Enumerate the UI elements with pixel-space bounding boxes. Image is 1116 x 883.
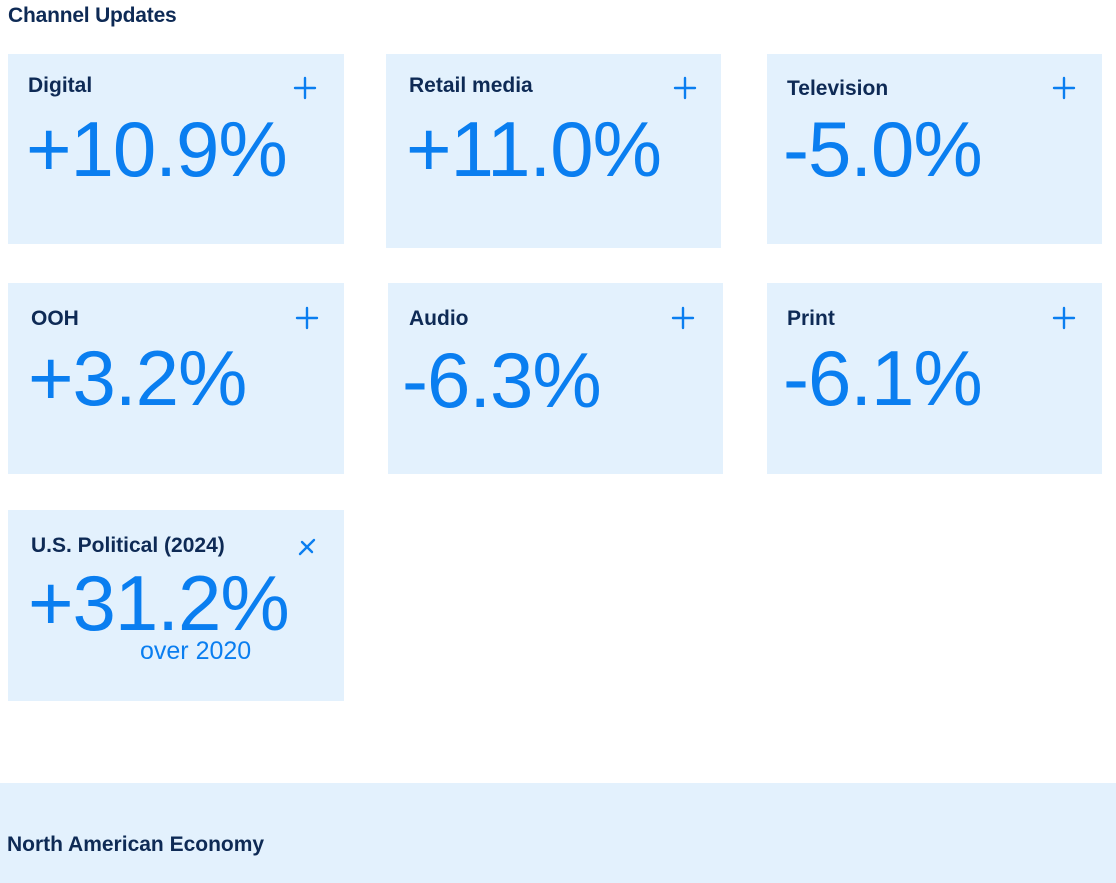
expand-button[interactable] <box>670 305 696 331</box>
card-value: -6.1% <box>783 334 983 422</box>
card-value: -6.3% <box>402 336 602 424</box>
card-subtext: over 2020 <box>140 637 252 665</box>
plus-icon <box>1052 76 1076 100</box>
close-button[interactable] <box>294 534 320 560</box>
card-us-political[interactable]: U.S. Political (2024) +31.2% over 2020 <box>8 510 344 701</box>
plus-icon <box>1052 306 1076 330</box>
card-television[interactable]: Television -5.0% <box>767 54 1102 244</box>
expand-button[interactable] <box>672 75 698 101</box>
section-title: North American Economy <box>7 833 265 856</box>
expand-button[interactable] <box>1051 75 1077 101</box>
plus-icon <box>293 76 317 100</box>
plus-icon <box>295 306 319 330</box>
card-label: Print <box>787 307 835 330</box>
card-digital[interactable]: Digital +10.9% <box>8 54 344 244</box>
card-audio[interactable]: Audio -6.3% <box>388 283 723 474</box>
card-value: +11.0% <box>406 105 662 193</box>
expand-button[interactable] <box>1051 305 1077 331</box>
expand-button[interactable] <box>292 75 318 101</box>
plus-icon <box>671 306 695 330</box>
expand-button[interactable] <box>294 305 320 331</box>
card-label: Audio <box>409 307 469 330</box>
card-label: U.S. Political (2024) <box>31 534 225 557</box>
card-value: -5.0% <box>783 105 983 193</box>
card-label: OOH <box>31 307 79 330</box>
card-print[interactable]: Print -6.1% <box>767 283 1102 474</box>
card-label: Digital <box>28 74 93 97</box>
card-retail-media[interactable]: Retail media +11.0% <box>386 54 721 248</box>
card-label: Retail media <box>409 74 533 97</box>
plus-icon <box>673 76 697 100</box>
section-title: Channel Updates <box>8 4 177 27</box>
card-label: Television <box>787 77 889 100</box>
card-ooh[interactable]: OOH +3.2% <box>8 283 344 474</box>
card-value: +10.9% <box>26 105 288 193</box>
card-value: +3.2% <box>28 334 247 422</box>
north-american-economy-section: North American Economy <box>0 783 1116 883</box>
card-value: +31.2% <box>28 559 290 647</box>
close-icon <box>298 538 316 556</box>
